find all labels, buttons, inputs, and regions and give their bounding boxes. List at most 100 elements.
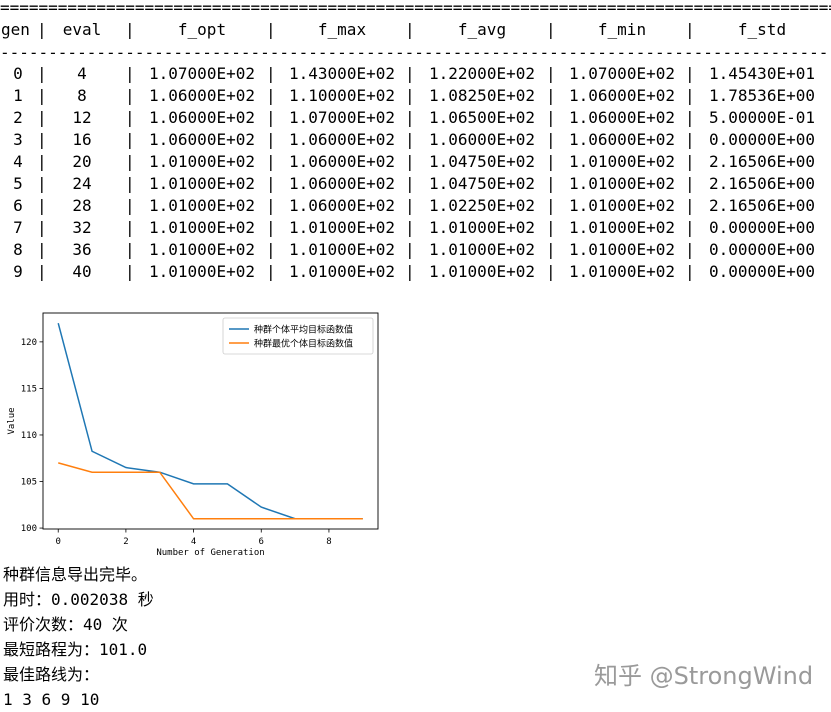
table-cell-f-std: 0.00000E+00 [709,218,815,237]
table-cell-f-min: 1.06000E+02 [569,130,675,149]
column-separator: | [546,196,556,215]
console-line-value: 0.002038 秒 [51,590,154,609]
table-cell-gen: 1 [13,86,23,105]
table-cell-gen: 4 [13,152,23,171]
table-cell-f-opt: 1.06000E+02 [149,130,255,149]
console-line: 1 3 6 9 10 [3,687,154,712]
table-cell-f-avg: 1.04750E+02 [429,152,535,171]
column-separator: | [685,108,695,127]
x-tick-label: 4 [191,537,196,547]
x-tick-label: 0 [56,537,61,547]
header-cell-f-opt: f_opt [177,20,227,39]
column-separator: | [37,64,47,83]
column-separator: | [125,20,135,39]
table-cell-gen: 8 [13,240,23,259]
header-cell-f-min: f_min [597,20,647,39]
console-line-value: 1 3 6 9 10 [3,690,100,709]
y-axis-label: Value [7,407,17,434]
table-cell-f-avg: 1.08250E+02 [429,86,535,105]
column-separator: | [37,262,47,281]
table-cell-eval: 16 [72,130,92,149]
column-separator: | [685,262,695,281]
zhihu-watermark: 知乎 @StrongWind [594,662,814,690]
table-row: 0 4 1.07000E+02 1.43000E+02 1.22000E+02 1.070… [0,63,831,85]
column-separator: | [266,240,276,259]
table-cell-eval: 40 [72,262,92,281]
table-cell-f-std: 1.45430E+01 [709,64,815,83]
column-separator: | [546,86,556,105]
column-separator: | [405,174,415,193]
x-tick-label: 6 [259,537,264,547]
table-rule-top: ========================================… [0,0,831,16]
table-cell-gen: 9 [13,262,23,281]
x-tick-label: 8 [326,537,331,547]
table-cell-f-std: 2.16506E+00 [709,174,815,193]
column-separator: | [546,240,556,259]
table-cell-f-max: 1.06000E+02 [289,152,395,171]
table-cell-f-avg: 1.02250E+02 [429,196,535,215]
table-cell-eval: 20 [72,152,92,171]
table-row: 4 20 1.01000E+02 1.06000E+02 1.04750E+02 1.01… [0,151,831,173]
series-line-best [58,462,363,520]
column-separator: | [37,218,47,237]
table-cell-gen: 3 [13,130,23,149]
column-separator: | [405,240,415,259]
column-separator: | [125,108,135,127]
line-chart: 0 2 4 6 8 100 105 110 115 120 Number of Generation… [7,312,379,558]
table-cell-f-std: 0.00000E+00 [709,240,815,259]
table-cell-f-max: 1.07000E+02 [289,108,395,127]
table-cell-f-min: 1.06000E+02 [569,108,675,127]
table-cell-f-opt: 1.07000E+02 [149,64,255,83]
column-separator: | [405,86,415,105]
column-separator: | [546,108,556,127]
column-separator: | [685,218,695,237]
column-separator: | [685,196,695,215]
console-line-value: 40 次 [83,615,128,634]
y-tick-label: 110 [21,431,37,441]
table-cell-f-std: 0.00000E+00 [709,130,815,149]
table-cell-f-min: 1.01000E+02 [569,152,675,171]
column-separator: | [685,240,695,259]
column-separator: | [546,20,556,39]
column-separator: | [546,262,556,281]
table-cell-f-opt: 1.01000E+02 [149,262,255,281]
column-separator: | [125,262,135,281]
table-cell-f-opt: 1.01000E+02 [149,152,255,171]
table-cell-f-min: 1.01000E+02 [569,240,675,259]
table-cell-f-min: 1.01000E+02 [569,262,675,281]
column-separator: | [266,20,276,39]
table-cell-gen: 2 [13,108,23,127]
header-cell-eval: eval [62,20,102,39]
y-tick-label: 100 [21,524,37,534]
legend-box [222,317,374,355]
table-cell-f-min: 1.01000E+02 [569,174,675,193]
table-cell-gen: 6 [13,196,23,215]
table-cell-eval: 12 [72,108,92,127]
column-separator: | [546,152,556,171]
table-cell-gen: 5 [13,174,23,193]
column-separator: | [405,152,415,171]
table-rule-header: ----------------------------------------… [0,45,831,61]
table-cell-eval: 4 [77,64,87,83]
console-line-label: 最短路程为： [3,640,100,659]
column-separator: | [125,64,135,83]
console-line: 最短路程为：101.0 [3,637,154,662]
column-separator: | [125,240,135,259]
table-cell-gen: 7 [13,218,23,237]
column-separator: | [405,262,415,281]
y-tick-label: 115 [21,384,37,394]
console-output: 种群信息导出完毕。 用时：0.002038 秒评价次数：40 次最短路程为：101… [3,562,154,712]
table-cell-f-opt: 1.01000E+02 [149,174,255,193]
column-separator: | [546,130,556,149]
column-separator: | [266,262,276,281]
table-cell-f-avg: 1.22000E+02 [429,64,535,83]
x-tick-label: 2 [123,537,128,547]
column-separator: | [405,130,415,149]
table-cell-f-opt: 1.01000E+02 [149,240,255,259]
x-axis-label: Number of Generation [156,548,264,558]
table-cell-f-std: 5.00000E-01 [709,108,815,127]
table-cell-f-max: 1.01000E+02 [289,240,395,259]
column-separator: | [125,86,135,105]
table-cell-f-std: 2.16506E+00 [709,152,815,171]
table-row: 5 24 1.01000E+02 1.06000E+02 1.04750E+02 1.01… [0,173,831,195]
